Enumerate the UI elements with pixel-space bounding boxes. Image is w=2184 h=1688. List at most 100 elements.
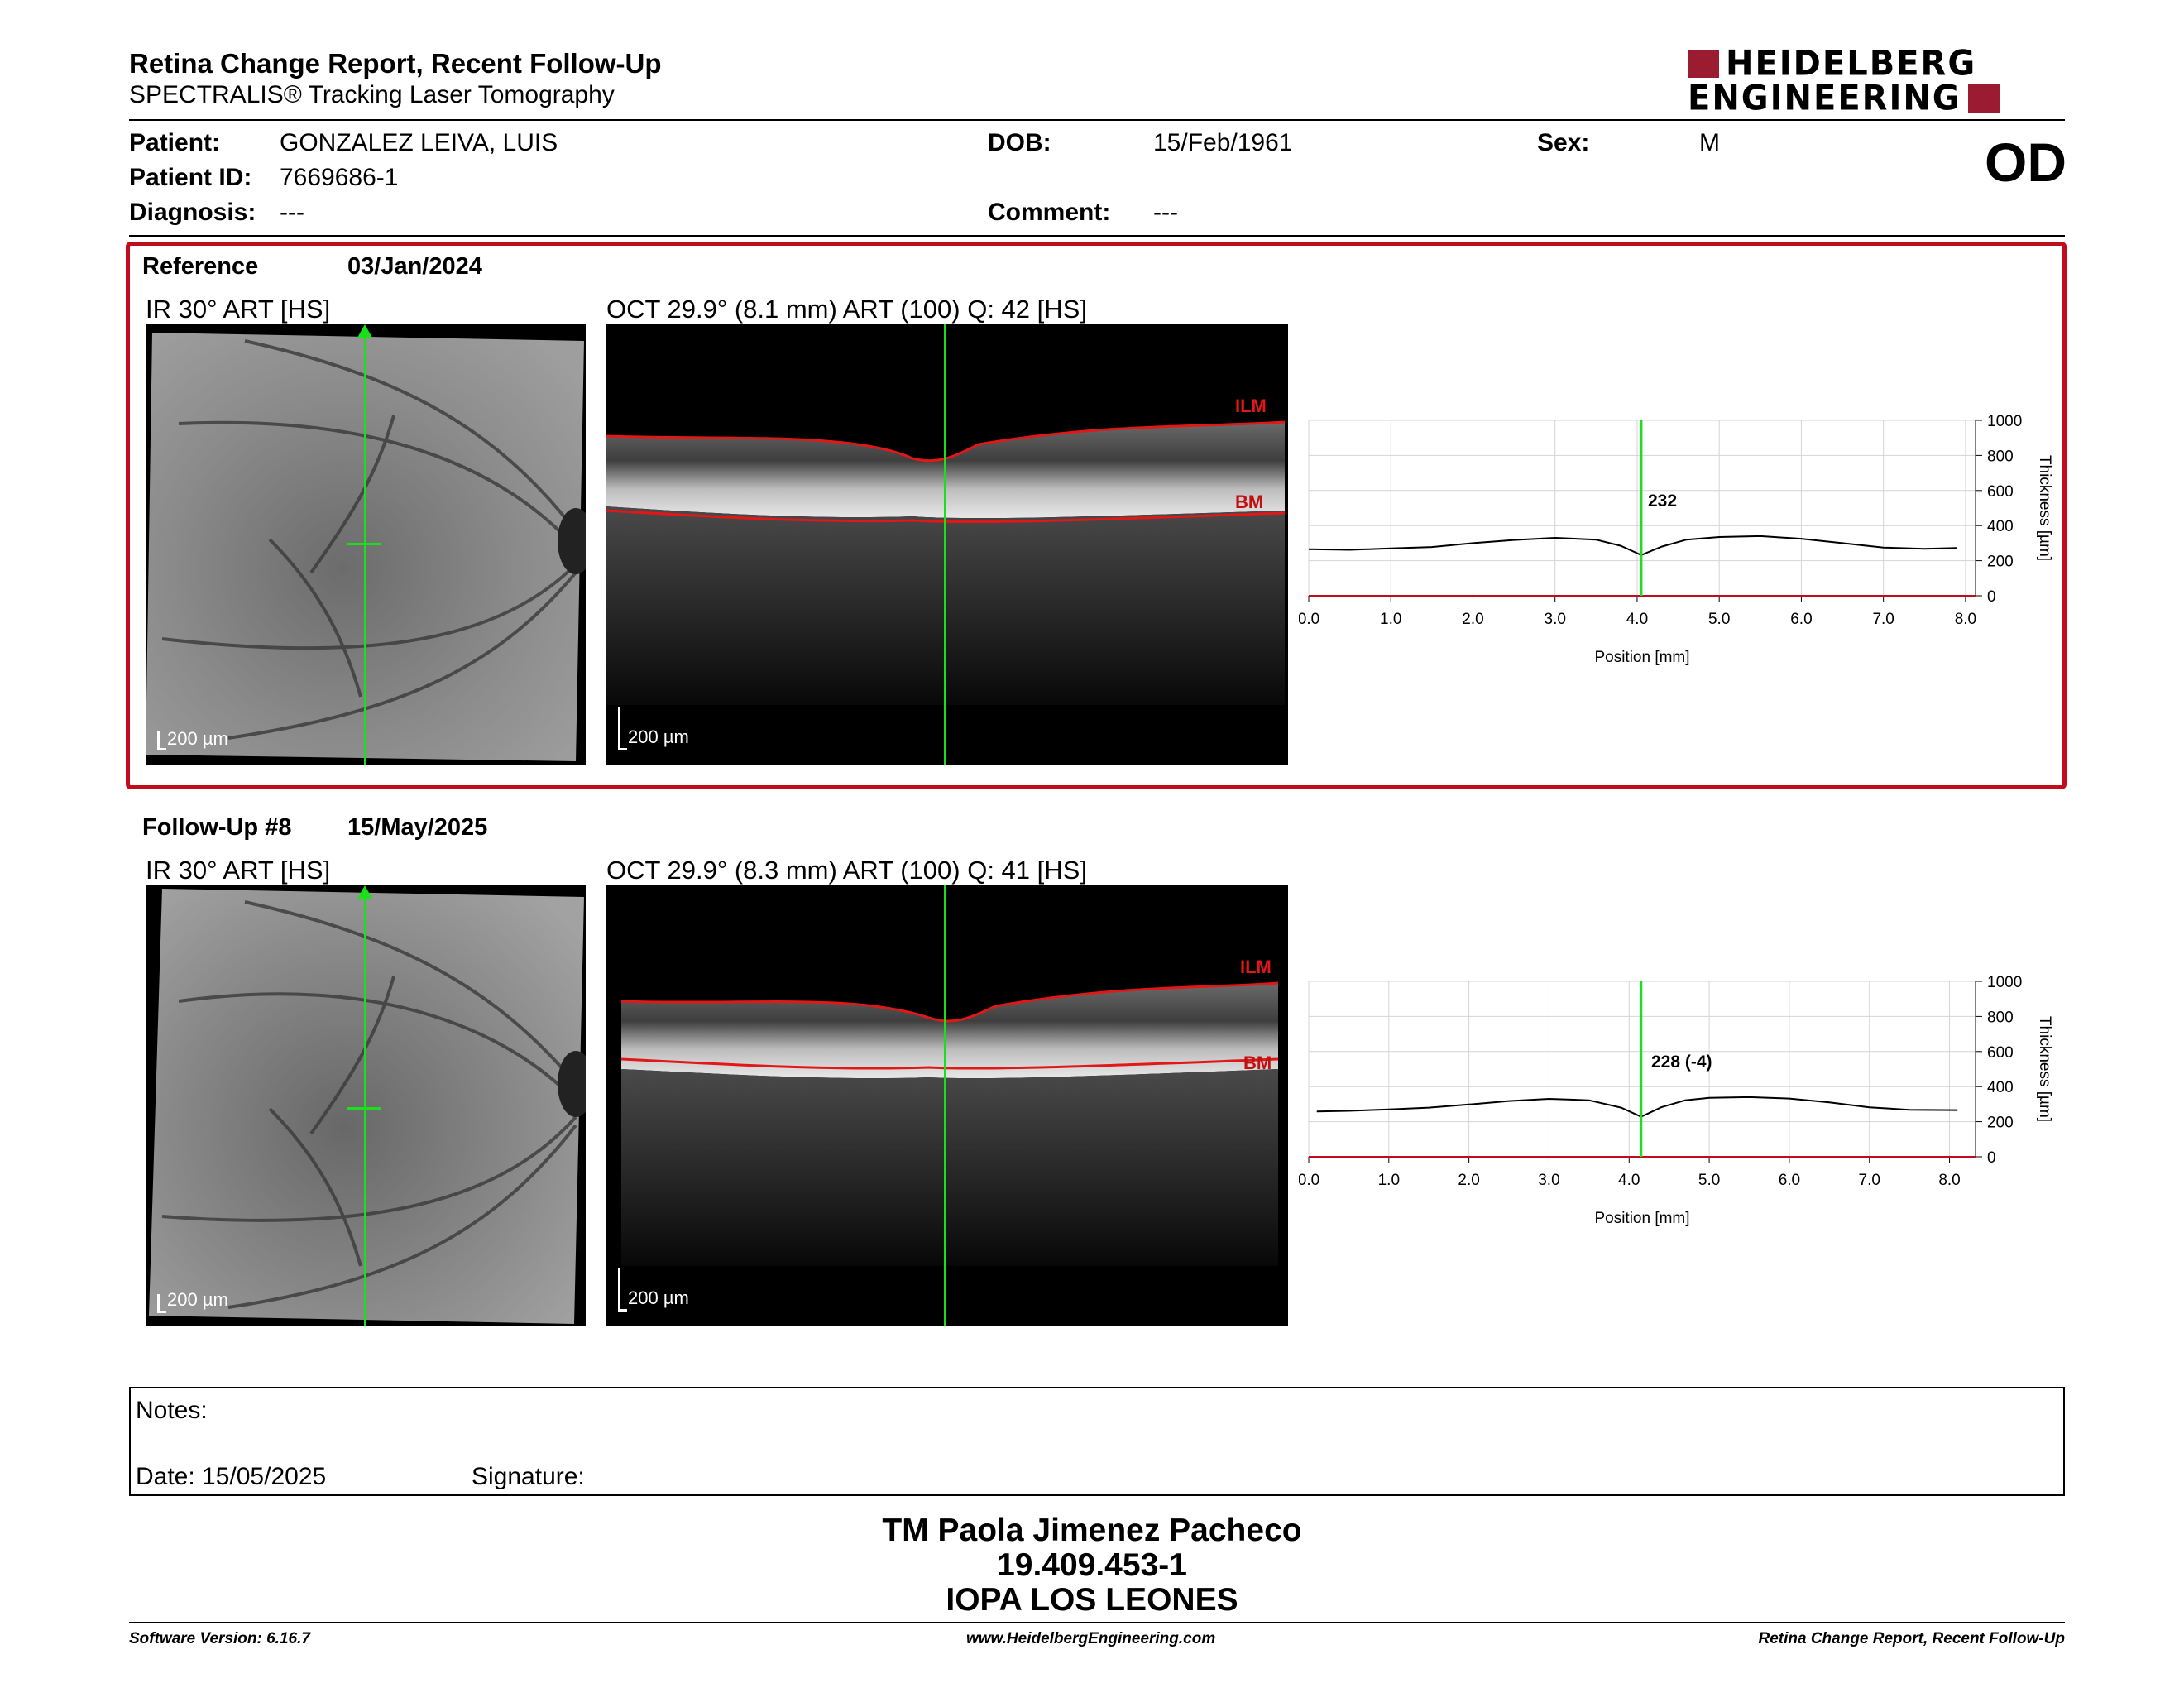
x-tick-label: 0.0: [1299, 1172, 1320, 1189]
footer-report-name: Retina Change Report, Recent Follow-Up: [1758, 1630, 2065, 1647]
scale-bar-icon: [618, 1268, 627, 1312]
patient-id-label: Patient ID:: [129, 164, 252, 191]
diagnosis-label: Diagnosis:: [129, 199, 256, 226]
x-axis-label: Position [mm]: [1594, 649, 1689, 666]
report-title: Retina Change Report, Recent Follow-Up: [129, 48, 662, 79]
thickness-line: [1308, 535, 1958, 556]
reference-oct-label: OCT 29.9° (8.1 mm) ART (100) Q: 42 [HS]: [606, 295, 1087, 324]
diagnosis-value: ---: [280, 199, 304, 226]
x-tick-label: 6.0: [1779, 1172, 1800, 1189]
x-tick-label: 2.0: [1462, 611, 1483, 628]
followup-oct-label: OCT 29.9° (8.3 mm) ART (100) Q: 41 [HS]: [606, 856, 1087, 885]
logo-text-bottom: ENGINEERING: [1688, 78, 1961, 119]
y-tick-label: 200: [1987, 1115, 2014, 1132]
x-tick-label: 2.0: [1458, 1172, 1479, 1189]
y-tick-label: 1000: [1987, 413, 2022, 430]
x-tick-label: 5.0: [1708, 611, 1730, 628]
x-tick-label: 3.0: [1545, 611, 1566, 628]
reference-frame: [126, 242, 2067, 789]
bm-label: BM: [1243, 1053, 1272, 1073]
ilm-label: ILM: [1240, 957, 1272, 977]
oct-bscan: [606, 420, 1286, 705]
reference-date: 03/Jan/2024: [347, 253, 482, 280]
bm-label: BM: [1235, 492, 1264, 512]
reference-thickness-value: 232: [1648, 492, 1678, 511]
header-divider: [129, 119, 2065, 121]
scale-bar-icon: [157, 1294, 166, 1313]
y-tick-label: 800: [1987, 1009, 2014, 1026]
dob-value: 15/Feb/1961: [1153, 129, 1293, 156]
reference-label: Reference: [142, 253, 259, 280]
x-tick-label: 7.0: [1872, 611, 1894, 628]
x-tick-label: 1.0: [1378, 1172, 1400, 1189]
patient-id: 7669686-1: [280, 164, 399, 191]
report-subtitle: SPECTRALIS® Tracking Laser Tomography: [129, 81, 615, 108]
followup-ir-label: IR 30° ART [HS]: [146, 856, 331, 885]
reference-ir-label: IR 30° ART [HS]: [146, 295, 331, 324]
followup-oct-scan-line: [944, 885, 946, 1326]
y-tick-label: 400: [1987, 1079, 2014, 1096]
scale-bar-icon: [618, 707, 627, 750]
website-link[interactable]: www.HeidelbergEngineering.com: [966, 1630, 1216, 1647]
x-tick-label: 4.0: [1626, 611, 1648, 628]
y-tick-label: 1000: [1987, 974, 2022, 991]
heidelberg-logo: HEIDELBERG ENGINEERING: [1688, 43, 2068, 119]
dob-label: DOB:: [988, 129, 1051, 156]
followup-date: 15/May/2025: [347, 814, 488, 841]
thickness-line: [1316, 1096, 1958, 1118]
reference-ir-cross: [347, 543, 381, 545]
x-tick-label: 8.0: [1938, 1172, 1960, 1189]
y-tick-label: 400: [1987, 518, 2014, 535]
notes-box[interactable]: [129, 1387, 2065, 1496]
eye-indicator: OD: [1985, 132, 2067, 193]
followup-ir-scale: 200 µm: [167, 1289, 228, 1310]
followup-ir-cross: [347, 1107, 381, 1110]
followup-thickness-value: 228 (-4): [1651, 1053, 1712, 1072]
arrow-up-icon: [357, 324, 372, 338]
reference-ir-image[interactable]: 200 µm: [146, 324, 586, 765]
followup-thickness-chart: 0 200 400 600 800 1000 0.0 1.0 2.0 3.0 4.0 5.0 6.0 7.…: [1299, 974, 2053, 1227]
reference-oct-scale: 200 µm: [628, 727, 689, 747]
software-version: Software Version: 6.16.7: [129, 1630, 310, 1647]
reference-ir-scale: 200 µm: [167, 728, 228, 749]
y-tick-label: 600: [1987, 483, 2014, 501]
y-tick-label: 0: [1987, 588, 1996, 606]
followup-oct-scale: 200 µm: [628, 1288, 689, 1308]
x-tick-label: 6.0: [1790, 611, 1812, 628]
x-tick-label: 8.0: [1955, 611, 1976, 628]
comment-value: ---: [1153, 199, 1178, 226]
y-axis-label: Thickness [µm]: [2036, 455, 2053, 561]
patient-name: GONZALEZ LEIVA, LUIS: [280, 129, 558, 156]
followup-label: Follow-Up #8: [142, 814, 292, 841]
x-tick-label: 5.0: [1698, 1172, 1720, 1189]
x-tick-label: 1.0: [1380, 611, 1401, 628]
sex-label: Sex:: [1537, 129, 1590, 156]
logo-text-top: HEIDELBERG: [1726, 43, 1977, 84]
x-tick-label: 3.0: [1538, 1172, 1559, 1189]
y-tick-label: 200: [1987, 554, 2014, 571]
y-tick-label: 600: [1987, 1044, 2014, 1062]
reference-ir-scan-line: [364, 329, 366, 765]
x-tick-label: 0.0: [1299, 611, 1320, 628]
footer-divider: [129, 1622, 2065, 1623]
technician-rut: 19.409.453-1: [997, 1547, 1187, 1583]
notes-label: Notes:: [136, 1397, 208, 1424]
reference-oct-image[interactable]: ILM BM 200 µm: [606, 324, 1288, 765]
arrow-up-icon: [357, 885, 372, 899]
x-tick-label: 4.0: [1618, 1172, 1640, 1189]
y-tick-label: 800: [1987, 448, 2014, 465]
sex-value: M: [1699, 129, 1720, 156]
ilm-label: ILM: [1235, 396, 1267, 416]
logo-square-icon: [1688, 50, 1719, 78]
oct-bscan: [620, 981, 1279, 1266]
followup-ir-image[interactable]: 200 µm: [146, 885, 586, 1326]
fundus-image: [149, 889, 586, 1324]
followup-oct-image[interactable]: ILM BM 200 µm: [606, 885, 1288, 1326]
y-axis-label: Thickness [µm]: [2036, 1016, 2053, 1122]
signature-label: Signature:: [472, 1463, 585, 1490]
y-tick-label: 0: [1987, 1149, 1996, 1167]
technician-name: TM Paola Jimenez Pacheco: [882, 1513, 1302, 1548]
scale-bar-icon: [157, 731, 166, 750]
x-tick-label: 7.0: [1859, 1172, 1880, 1189]
reference-thickness-chart: 0 200 400 600 800 1000 0.0 1.0 2.0 3.0 4.0 5.0 6.0 7.…: [1299, 413, 2053, 666]
